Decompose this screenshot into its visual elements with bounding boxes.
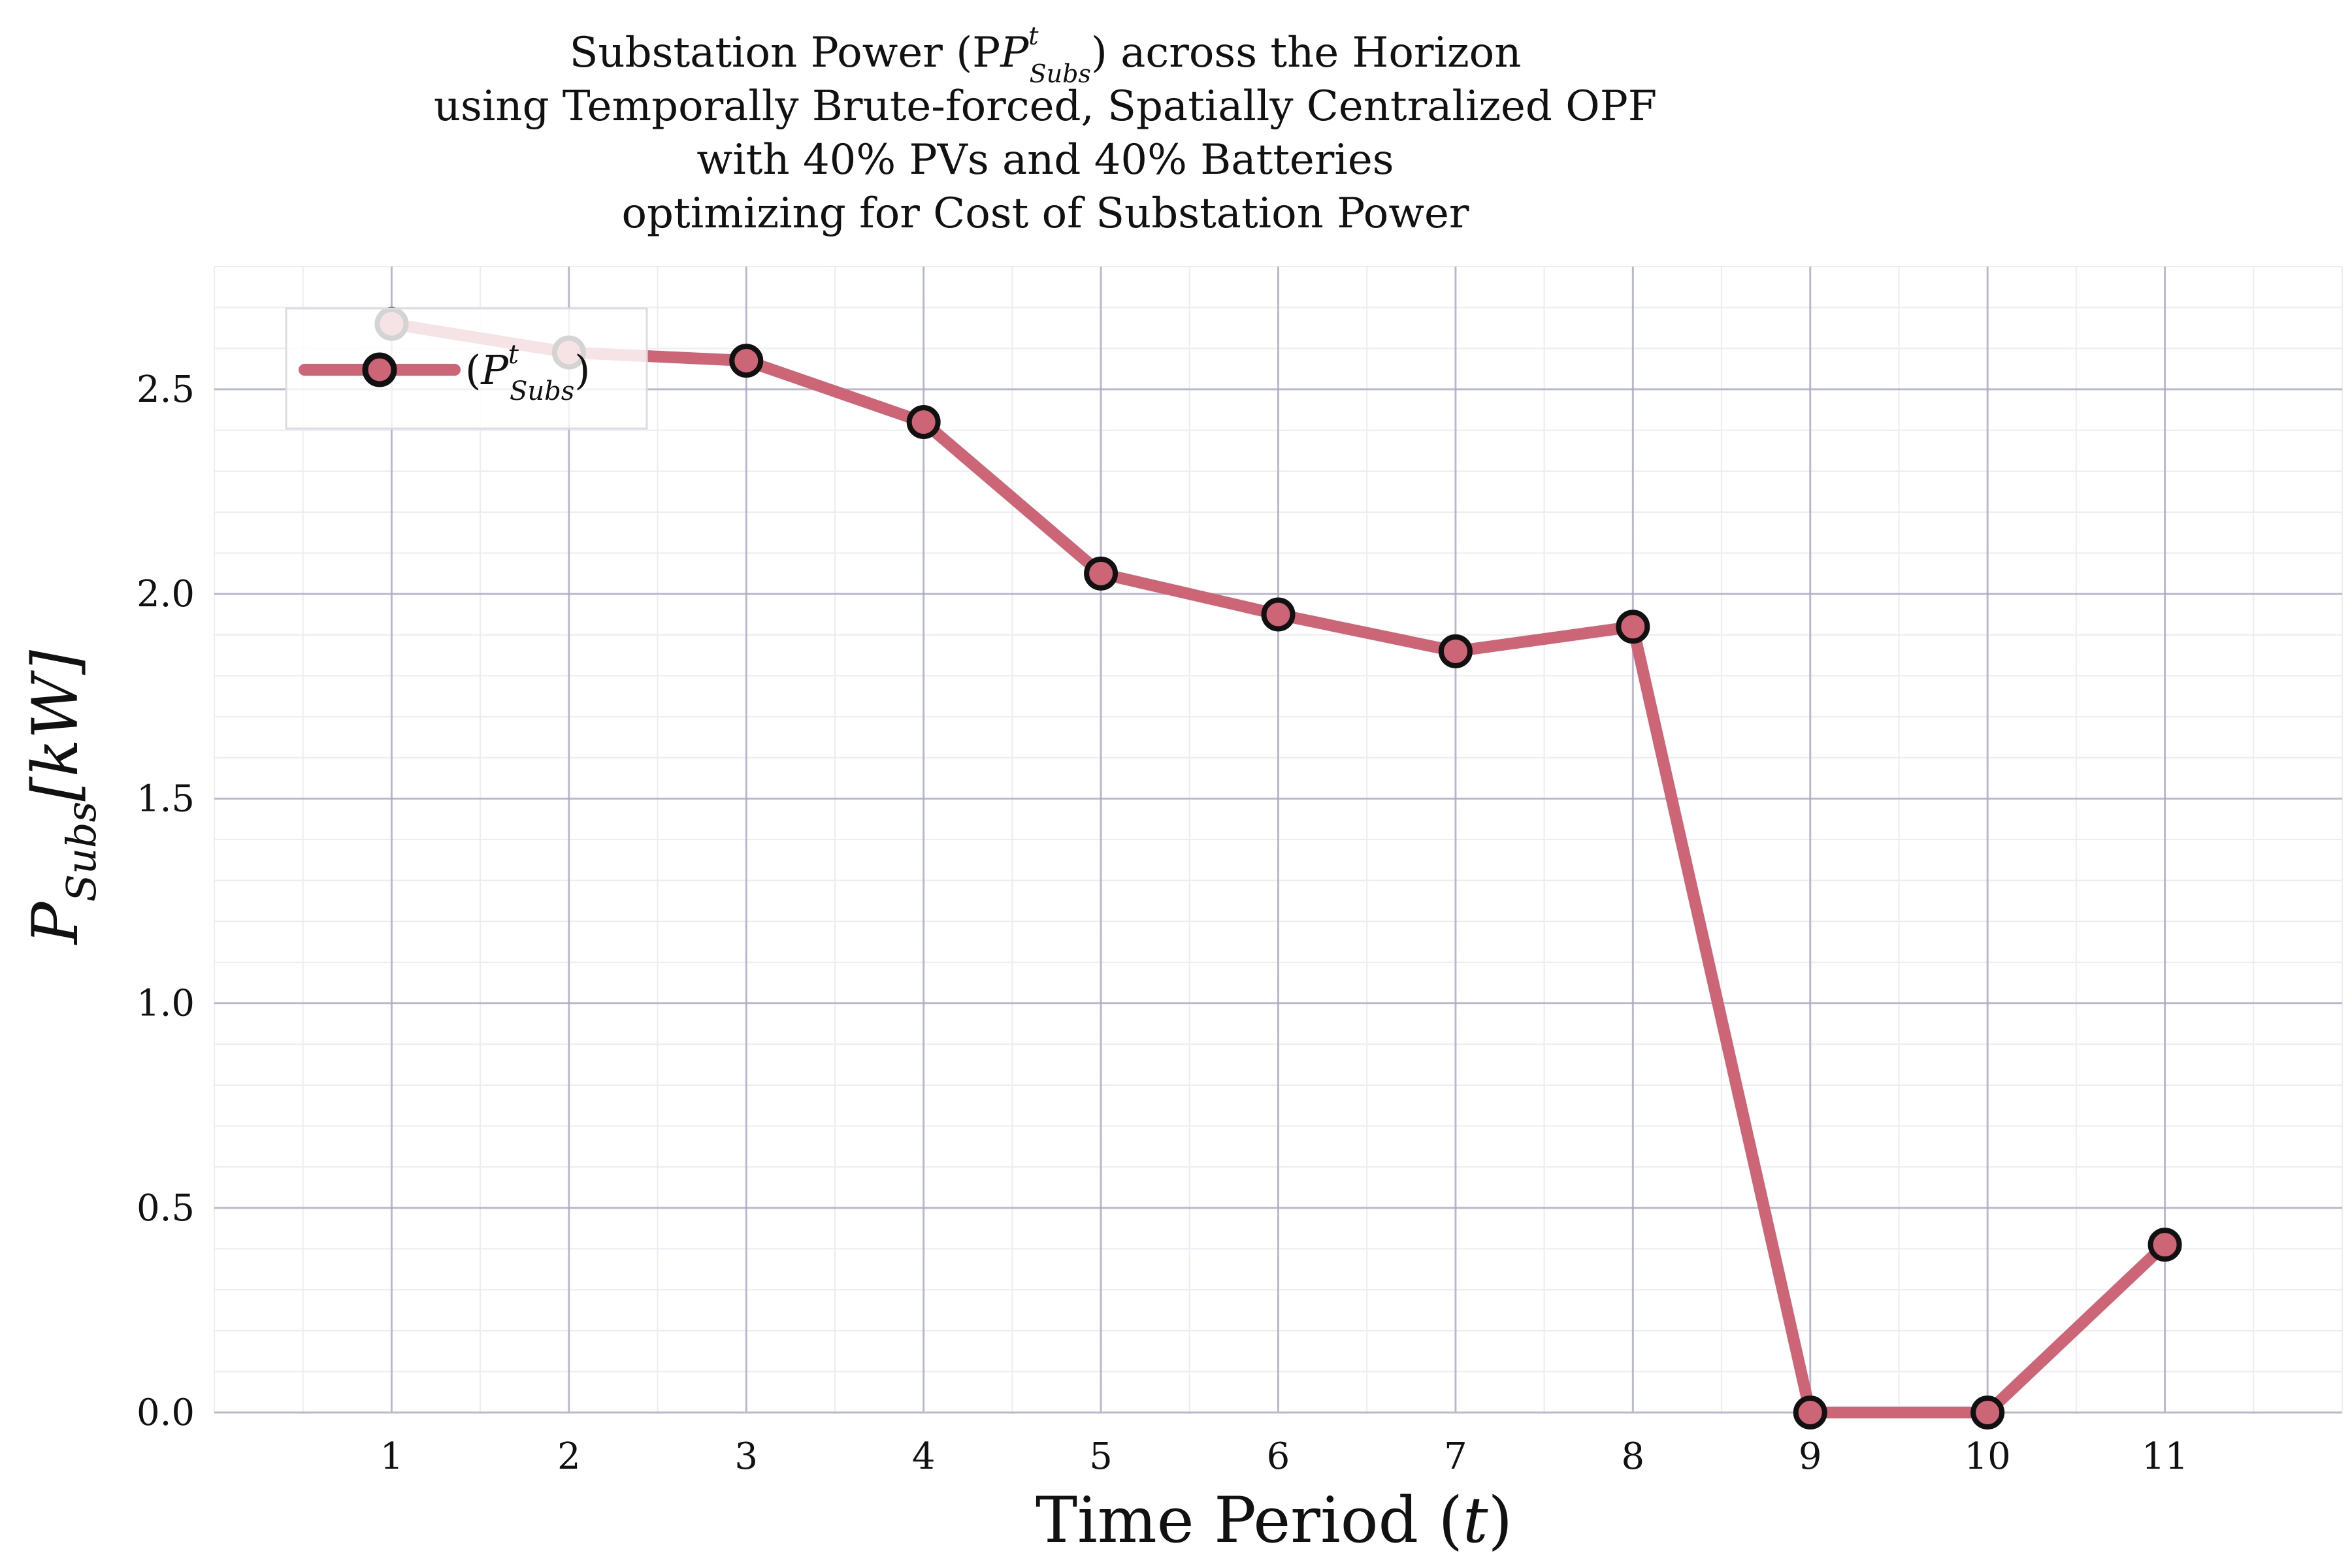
data-point [1970,1396,2005,1429]
data-point [1261,597,1296,632]
x-tick-label: 10 [1965,1435,2011,1478]
x-tick-label: 8 [1622,1435,1645,1478]
y-tick-label: 0.0 [137,1392,195,1434]
x-tick-label: 7 [1444,1435,1467,1478]
x-tick-label: 9 [1799,1435,1822,1478]
legend: (Pt Subs) [285,307,648,430]
y-tick-label: 1.0 [137,983,195,1025]
y-axis-label: PSubs[kW] [19,649,105,945]
x-tick-label: 2 [557,1435,581,1478]
x-tick-labels: 1 2 3 4 5 6 7 8 9 10 11 [380,1435,2189,1478]
title-line-4: optimizing for Cost of Substation Power [622,189,1469,238]
x-tick-label: 5 [1089,1435,1113,1478]
y-tick-label: 2.5 [137,368,195,411]
data-point [1438,634,1473,668]
legend-marker [362,352,397,387]
x-tick-label: 4 [912,1435,936,1478]
data-point [1616,610,1650,644]
x-tick-label: 3 [734,1435,758,1478]
legend-label: (Pt Subs) [465,340,591,406]
title-line-2: using Temporally Brute-forced, Spatially… [434,82,1657,131]
chart-title: Substation Power (PPt Subs) across the Ho… [434,22,1657,238]
y-tick-label: 0.5 [137,1187,195,1230]
x-tick-label: 1 [380,1435,404,1478]
data-point [906,405,941,440]
data-point [2148,1228,2182,1262]
y-tick-labels: 0.0 0.5 1.0 1.5 2.0 2.5 [137,368,195,1434]
y-tick-label: 1.5 [137,777,195,820]
title-line-3: with 40% PVs and 40% Batteries [696,136,1394,184]
data-point [1793,1396,1827,1429]
y-tick-label: 2.0 [137,573,195,615]
x-axis-label: Time Period (t) [1036,1484,1512,1557]
data-point [1084,556,1119,591]
data-point [729,344,764,378]
title-line-1: Substation Power (PPt Subs) across the Ho… [570,22,1522,88]
x-tick-label: 11 [2142,1435,2188,1478]
x-tick-label: 6 [1267,1435,1290,1478]
